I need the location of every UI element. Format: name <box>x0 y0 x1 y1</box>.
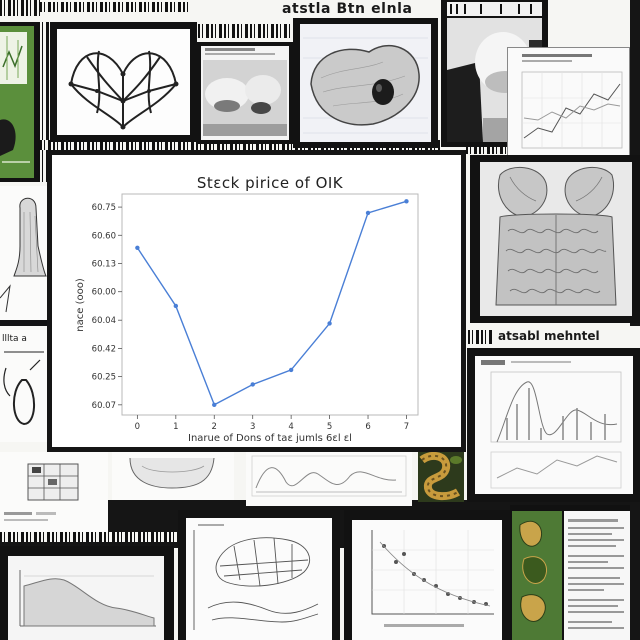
data-point <box>327 321 332 326</box>
collage-frame-scatter-plot <box>344 510 510 640</box>
collage-frame-network-drawing <box>50 22 197 142</box>
x-tick-label: 0 <box>135 422 140 432</box>
y-axis-label: nace (ooo) <box>75 278 86 332</box>
data-point <box>135 245 140 250</box>
collage-frame-cell-sketch <box>178 510 340 640</box>
chart-card: Stɛck pirice of OIK 60.07 60.25 60.42 60.04… <box>47 150 466 452</box>
chart-paper-sketch <box>521 54 623 149</box>
collage-frame-bell-organ <box>0 186 48 326</box>
y-tick-label: 60.42 <box>92 344 116 354</box>
collage-frame-liver-drawing <box>293 18 438 148</box>
barcode-strip <box>40 140 440 150</box>
x-tick-label: 6 <box>365 422 370 432</box>
data-point <box>404 199 409 204</box>
collage-card-snake-pattern <box>418 450 464 502</box>
x-tick-label: 2 <box>212 422 217 432</box>
y-tick-label: 60.60 <box>92 231 116 241</box>
series-line <box>136 200 407 406</box>
line-chart: Stɛck pirice of OIK 60.07 60.25 60.42 60.04… <box>75 174 419 444</box>
right-caption: atsabl mehntel <box>498 329 600 343</box>
y-tick-label: 60.04 <box>92 316 116 326</box>
barcode-strip <box>0 532 180 542</box>
collage-card-wave-chart <box>246 452 412 506</box>
x-axis-label: Inarue of Dons of taɛ jumls 6ɛl ɛl <box>188 433 352 444</box>
wave-chart-sketch <box>251 455 407 497</box>
barcode-strip <box>198 24 290 38</box>
collage-card-table <box>0 452 108 532</box>
collage-frame-leaf-document <box>510 505 630 640</box>
bell-organ-drawing <box>0 197 48 326</box>
area-chart-sketch <box>8 556 164 640</box>
y-tick-label: 60.00 <box>92 288 116 298</box>
barcode-strip <box>468 330 492 344</box>
plot-area <box>121 193 419 416</box>
x-tick-label: 4 <box>288 422 293 432</box>
collage-caption-strip: atsabl mehntel <box>466 326 640 348</box>
header-caption: atstla Btn elnla <box>282 1 413 17</box>
collage-frame-chart-paper <box>507 47 630 160</box>
barcode-strip <box>466 146 506 154</box>
scatter-plot-sketch <box>352 520 502 640</box>
collage-frame-gray-photo <box>197 42 293 144</box>
network-drawing <box>57 29 190 135</box>
collage-frame-anatomy-drawing <box>470 155 640 323</box>
snake-pattern-image <box>419 451 462 501</box>
chart-sheet-sketch <box>475 356 633 494</box>
leaf-document-image <box>512 511 630 640</box>
barcode-strip <box>40 2 190 12</box>
chart-title: Stɛck pirice of OIK <box>197 174 344 192</box>
x-tick-label: 7 <box>404 422 409 432</box>
data-point <box>288 367 294 373</box>
liver-drawing <box>300 24 431 142</box>
y-tick-label: 60.13 <box>92 259 116 269</box>
y-tick-label: 60.75 <box>92 203 116 213</box>
y-tick-label: 60.25 <box>92 373 116 383</box>
data-point <box>212 402 217 408</box>
x-tick-label: 5 <box>327 422 332 432</box>
cell-sketch <box>186 518 332 640</box>
chart-marks: 60.07 60.25 60.42 60.04 60.00 60.13 60.60 60.75… <box>92 199 409 432</box>
x-tick-label: 1 <box>173 422 178 432</box>
collage-card-sketch <box>112 452 234 508</box>
gray-photo <box>201 46 289 140</box>
x-tick-label: 3 <box>250 422 255 432</box>
anatomy-drawing <box>480 162 632 316</box>
collage-frame-area-chart <box>0 546 174 640</box>
left-caption: lllta a <box>2 334 27 344</box>
data-point <box>365 210 371 216</box>
collage-frame-loop-drawing: lllta a <box>0 330 48 442</box>
green-plant-image <box>0 26 34 178</box>
data-point <box>250 382 255 387</box>
collage-frame-green-plant <box>0 22 38 182</box>
sketch-drawing <box>112 457 234 508</box>
table-sketch <box>4 463 79 521</box>
barcode-strip <box>0 0 40 16</box>
data-point <box>173 303 179 309</box>
collage-frame-chart-sheet <box>467 348 640 502</box>
loop-drawing <box>3 351 44 426</box>
y-tick-label: 60.07 <box>92 401 116 411</box>
